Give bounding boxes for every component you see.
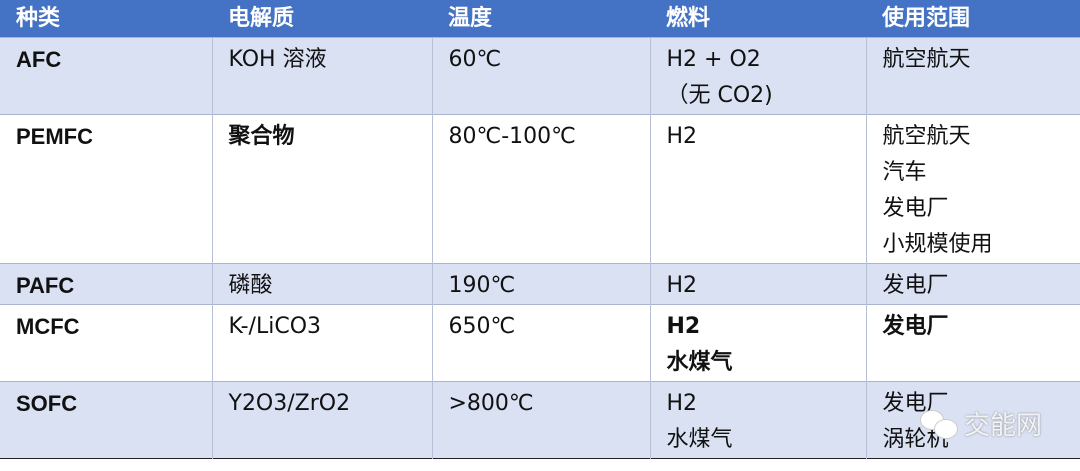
table-row: SOFC Y2O3/ZrO2 >800℃ H2 水煤气 发电厂 涡轮机 — [0, 381, 1080, 459]
cell-line: 聚合物 — [228, 124, 295, 149]
cell-line: 80℃-100℃ — [448, 124, 576, 149]
header-electrolyte: 电解质 — [212, 0, 432, 38]
cell-temperature: >800℃ — [431, 381, 650, 459]
cell-line: H2 + O2 — [666, 47, 761, 72]
cell-type: PAFC — [0, 263, 212, 305]
header-type: 种类 — [0, 0, 212, 38]
cell-line: 水煤气 — [666, 427, 733, 452]
cell-usage: 发电厂 — [865, 263, 1080, 305]
cell-line: 航空航天 — [882, 124, 971, 149]
cell-electrolyte: K-/LiCO3 — [211, 304, 432, 382]
cell-type: MCFC — [0, 304, 212, 382]
cell-fuel: H2 — [649, 263, 866, 305]
cell-temperature: 80℃-100℃ — [431, 114, 650, 264]
table-row: PEMFC 聚合物 80℃-100℃ H2 航空航天汽车发电厂小规模使用 — [0, 114, 1080, 264]
cell-line: 60℃ — [448, 47, 502, 72]
cell-electrolyte: 磷酸 — [211, 263, 432, 305]
cell-usage: 发电厂 涡轮机 — [865, 381, 1080, 459]
cell-line: 650℃ — [448, 314, 516, 339]
cell-type: PEMFC — [0, 114, 212, 264]
cell-electrolyte: Y2O3/ZrO2 — [211, 381, 432, 459]
cell-usage: 航空航天汽车发电厂小规模使用 — [865, 114, 1080, 264]
cell-line: H2 — [666, 273, 698, 298]
watermark: 交能网 — [920, 405, 1042, 442]
cell-temperature: 190℃ — [431, 263, 650, 305]
fuel-cell-table: 种类 电解质 温度 燃料 使用范围 AFC KOH 溶液 60℃ H2 + O2 （无 … — [0, 0, 1080, 459]
cell-electrolyte: KOH 溶液 — [211, 37, 432, 115]
cell-electrolyte: 聚合物 — [211, 114, 432, 264]
cell-usage: 航空航天 — [865, 37, 1080, 115]
cell-line: K-/LiCO3 — [228, 314, 322, 339]
cell-line: 汽车 — [882, 160, 927, 185]
cell-line: H2 — [666, 124, 698, 149]
header-temperature: 温度 — [432, 0, 650, 38]
cell-line: 190℃ — [448, 273, 516, 298]
cell-line: >800℃ — [448, 391, 534, 416]
cell-temperature: 650℃ — [431, 304, 650, 382]
cell-line: 小规模使用 — [882, 232, 993, 257]
cell-line: H2 — [666, 314, 701, 339]
cell-fuel: H2 水煤气 — [649, 381, 866, 459]
cell-line: 发电厂 — [882, 314, 949, 339]
cell-fuel: H2 水煤气 — [649, 304, 866, 382]
header-fuel: 燃料 — [650, 0, 866, 38]
table-row: MCFC K-/LiCO3 650℃ H2 水煤气 发电厂 — [0, 304, 1080, 382]
cell-fuel: H2 — [649, 114, 866, 264]
cell-line: KOH 溶液 — [228, 47, 327, 72]
header-row: 种类 电解质 温度 燃料 使用范围 — [0, 0, 1080, 38]
table-row: AFC KOH 溶液 60℃ H2 + O2 （无 CO2) 航空航天 — [0, 37, 1080, 115]
cell-line: 磷酸 — [228, 273, 273, 298]
table-row: PAFC 磷酸 190℃ H2 发电厂 — [0, 263, 1080, 305]
cell-line: （无 CO2) — [666, 83, 773, 108]
cell-line: 发电厂 — [882, 273, 949, 298]
cell-usage: 发电厂 — [865, 304, 1080, 382]
wechat-icon — [920, 409, 958, 439]
cell-type: AFC — [0, 37, 212, 115]
cell-line: H2 — [666, 391, 698, 416]
cell-line: 航空航天 — [882, 47, 971, 72]
cell-line: 发电厂 — [882, 196, 949, 221]
cell-line: 水煤气 — [666, 350, 733, 375]
cell-temperature: 60℃ — [431, 37, 650, 115]
watermark-text: 交能网 — [964, 411, 1043, 441]
header-usage: 使用范围 — [866, 0, 1080, 38]
cell-line: Y2O3/ZrO2 — [228, 391, 351, 416]
cell-fuel: H2 + O2 （无 CO2) — [649, 37, 866, 115]
cell-type: SOFC — [0, 381, 212, 459]
